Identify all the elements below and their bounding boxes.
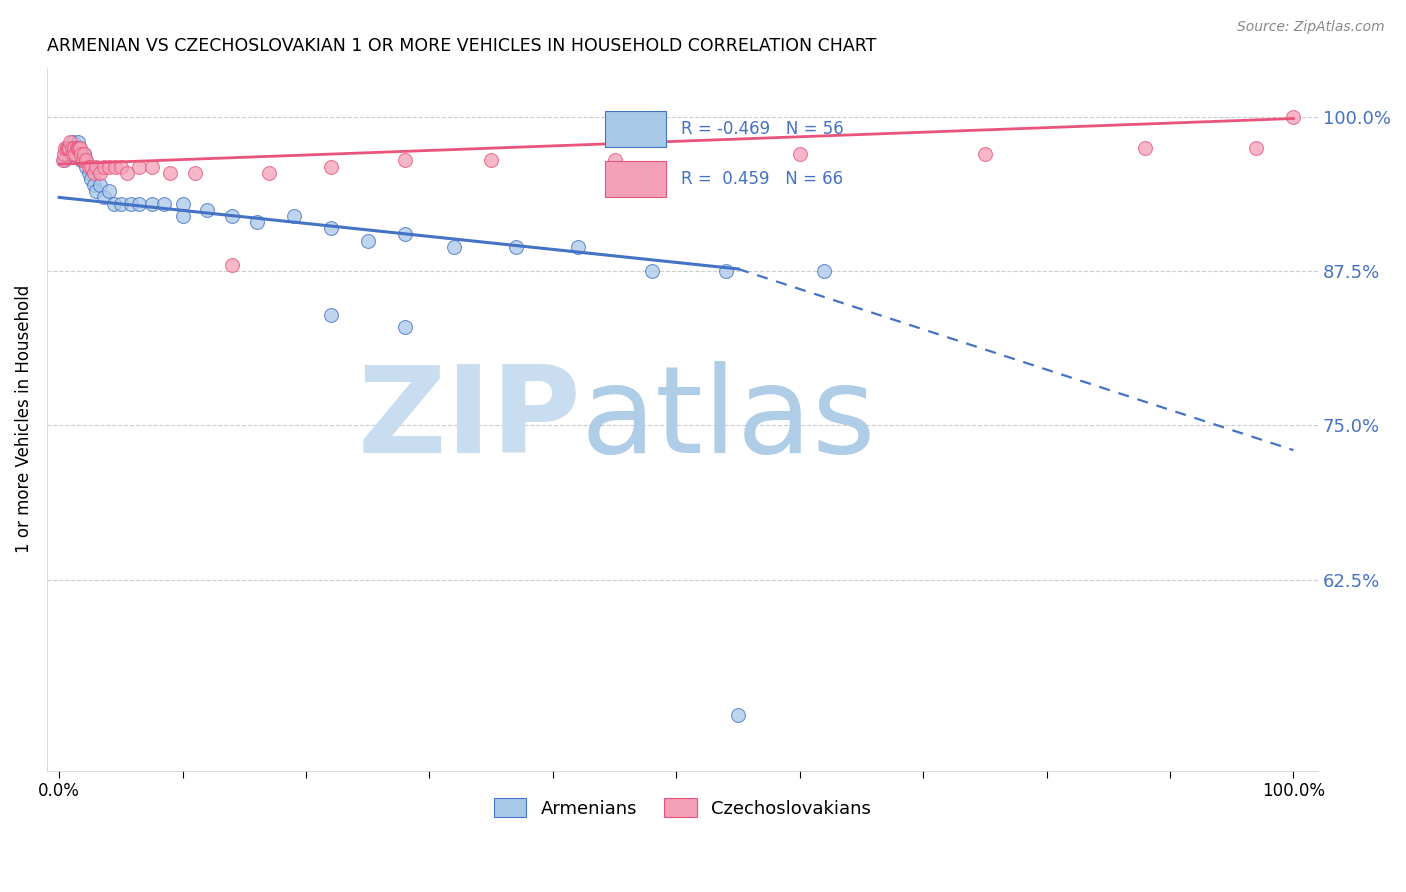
Point	[58, 141, 80, 155]
Point	[69, 141, 91, 155]
Point	[246, 215, 269, 229]
Point	[72, 153, 94, 168]
Point	[93, 190, 115, 204]
Point	[1282, 110, 1305, 124]
Point	[89, 166, 111, 180]
Point	[80, 172, 103, 186]
Point	[172, 209, 194, 223]
Point	[83, 178, 105, 192]
Point	[55, 141, 77, 155]
Point	[66, 135, 89, 149]
Point	[56, 147, 79, 161]
Point	[141, 160, 163, 174]
Point	[73, 147, 96, 161]
Point	[221, 209, 243, 223]
Point	[110, 160, 132, 174]
Point	[67, 141, 90, 155]
Point	[357, 234, 380, 248]
Point	[283, 209, 305, 223]
Point	[53, 153, 76, 168]
Legend: Armenians, Czechoslovakians: Armenians, Czechoslovakians	[486, 791, 879, 825]
Point	[153, 196, 176, 211]
Point	[640, 264, 662, 278]
Point	[1246, 141, 1268, 155]
Point	[52, 153, 75, 168]
Point	[60, 141, 83, 155]
Point	[65, 141, 87, 155]
Point	[55, 141, 77, 155]
Point	[115, 166, 138, 180]
Point	[319, 308, 342, 322]
Point	[63, 141, 86, 155]
Point	[83, 166, 105, 180]
Point	[55, 141, 77, 155]
Point	[62, 147, 84, 161]
Point	[73, 147, 96, 161]
Point	[84, 184, 107, 198]
Point	[1135, 141, 1157, 155]
Text: ARMENIAN VS CZECHOSLOVAKIAN 1 OR MORE VEHICLES IN HOUSEHOLD CORRELATION CHART: ARMENIAN VS CZECHOSLOVAKIAN 1 OR MORE VE…	[46, 37, 876, 55]
Point	[89, 178, 111, 192]
Point	[714, 264, 737, 278]
Point	[394, 227, 416, 242]
Point	[70, 153, 93, 168]
Point	[59, 135, 82, 149]
Point	[172, 196, 194, 211]
Text: Source: ZipAtlas.com: Source: ZipAtlas.com	[1237, 20, 1385, 34]
Point	[184, 166, 207, 180]
Point	[75, 153, 97, 168]
Point	[75, 160, 97, 174]
Point	[77, 160, 100, 174]
Point	[69, 147, 91, 161]
Point	[59, 141, 82, 155]
Point	[56, 141, 79, 155]
Point	[973, 147, 995, 161]
Point	[567, 240, 589, 254]
Point	[97, 160, 120, 174]
Point	[67, 141, 90, 155]
Point	[789, 147, 811, 161]
Point	[813, 264, 835, 278]
Point	[60, 141, 83, 155]
Point	[257, 166, 280, 180]
Point	[443, 240, 465, 254]
Point	[479, 153, 502, 168]
Point	[58, 141, 80, 155]
Point	[63, 147, 86, 161]
Point	[65, 141, 87, 155]
Point	[77, 166, 100, 180]
Point	[72, 153, 94, 168]
Point	[66, 141, 89, 155]
Text: ZIP: ZIP	[357, 361, 581, 478]
Point	[128, 160, 150, 174]
Point	[319, 160, 342, 174]
Point	[159, 166, 181, 180]
Point	[128, 196, 150, 211]
Point	[221, 258, 243, 272]
Point	[70, 147, 93, 161]
Point	[62, 135, 84, 149]
Point	[727, 708, 749, 723]
Point	[65, 141, 87, 155]
Point	[603, 153, 626, 168]
Point	[75, 153, 97, 168]
Point	[84, 160, 107, 174]
Point	[103, 196, 125, 211]
Point	[319, 221, 342, 235]
Point	[104, 160, 127, 174]
Point	[80, 160, 103, 174]
Point	[65, 147, 87, 161]
Point	[394, 319, 416, 334]
Point	[53, 147, 76, 161]
Point	[394, 153, 416, 168]
Point	[97, 184, 120, 198]
Point	[120, 196, 142, 211]
Point	[141, 196, 163, 211]
Text: atlas: atlas	[581, 361, 876, 478]
Point	[93, 160, 115, 174]
Point	[195, 202, 218, 217]
Y-axis label: 1 or more Vehicles in Household: 1 or more Vehicles in Household	[15, 285, 32, 553]
Point	[110, 196, 132, 211]
Point	[505, 240, 527, 254]
